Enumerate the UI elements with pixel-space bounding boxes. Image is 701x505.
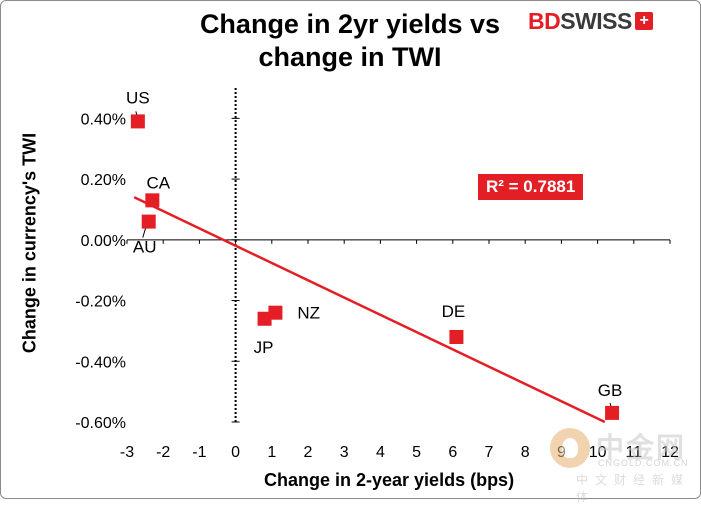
x-tick-label: 8 bbox=[521, 444, 530, 461]
trendline bbox=[133, 196, 606, 424]
y-axis-label: Change in currency's TWI bbox=[19, 132, 40, 354]
watermark-subtitle: 中文财经新媒体 bbox=[576, 473, 691, 504]
data-point-us bbox=[130, 114, 145, 129]
watermark-site: CNGOLD.COM.CN bbox=[598, 458, 689, 468]
point-label-de: DE bbox=[442, 302, 466, 321]
x-tick-label: 2 bbox=[304, 444, 313, 461]
logo-text-bd: BD bbox=[528, 7, 561, 34]
x-tick-label: -3 bbox=[120, 444, 134, 461]
swiss-cross-icon: + bbox=[634, 12, 653, 30]
data-point-jp bbox=[257, 311, 272, 326]
data-point-au bbox=[141, 214, 156, 229]
x-tick-label: 4 bbox=[376, 444, 385, 461]
x-tick-label: 7 bbox=[485, 444, 494, 461]
x-tick-label: 11 bbox=[625, 444, 642, 461]
x-tick-label: -2 bbox=[156, 444, 170, 461]
point-label-au: AU bbox=[133, 238, 157, 257]
x-tick-label: 12 bbox=[661, 444, 679, 461]
watermark-name: 中金网 bbox=[596, 432, 687, 463]
y-tick-label: -0.40% bbox=[75, 354, 126, 371]
data-point-de bbox=[449, 329, 464, 344]
data-point-nz bbox=[268, 305, 283, 320]
x-tick-label: 10 bbox=[589, 444, 607, 461]
y-tick-label: 0.20% bbox=[81, 172, 126, 189]
chart-title-line-2: change in TWI bbox=[258, 42, 442, 72]
point-label-gb: GB bbox=[598, 381, 623, 400]
y-tick-label: -0.60% bbox=[75, 415, 126, 432]
x-tick-label: 1 bbox=[267, 444, 276, 461]
data-point-ca bbox=[145, 193, 160, 208]
y-tick-label: 0.00% bbox=[81, 233, 126, 250]
point-label-jp: JP bbox=[254, 338, 274, 357]
watermark-logo-icon bbox=[550, 428, 590, 468]
label-leader-line bbox=[142, 227, 147, 238]
chart-title: Change in 2yr yields vs change in TWI bbox=[160, 8, 540, 74]
point-label-us: US bbox=[126, 88, 150, 107]
x-tick-label: -1 bbox=[192, 444, 206, 461]
x-tick-label: 5 bbox=[412, 444, 421, 461]
cngold-watermark: 中金网 CNGOLD.COM.CN 中文财经新媒体 bbox=[546, 424, 696, 504]
logo-text-swiss: SWISS bbox=[560, 7, 632, 34]
chart-title-line-1: Change in 2yr yields vs bbox=[199, 9, 501, 39]
x-axis-label: Change in 2-year yields (bps) bbox=[264, 470, 515, 490]
point-label-ca: CA bbox=[147, 173, 171, 192]
x-tick-label: 6 bbox=[448, 444, 457, 461]
bdswiss-logo: BD SWISS + bbox=[528, 8, 653, 34]
y-tick-label: -0.20% bbox=[75, 294, 126, 311]
x-tick-label: 0 bbox=[231, 444, 240, 461]
point-label-nz: NZ bbox=[297, 304, 320, 323]
r-squared-badge: R² = 0.7881 bbox=[478, 174, 584, 200]
x-tick-label: 3 bbox=[340, 444, 349, 461]
y-tick-label: 0.40% bbox=[81, 111, 126, 128]
data-point-gb bbox=[605, 405, 620, 420]
